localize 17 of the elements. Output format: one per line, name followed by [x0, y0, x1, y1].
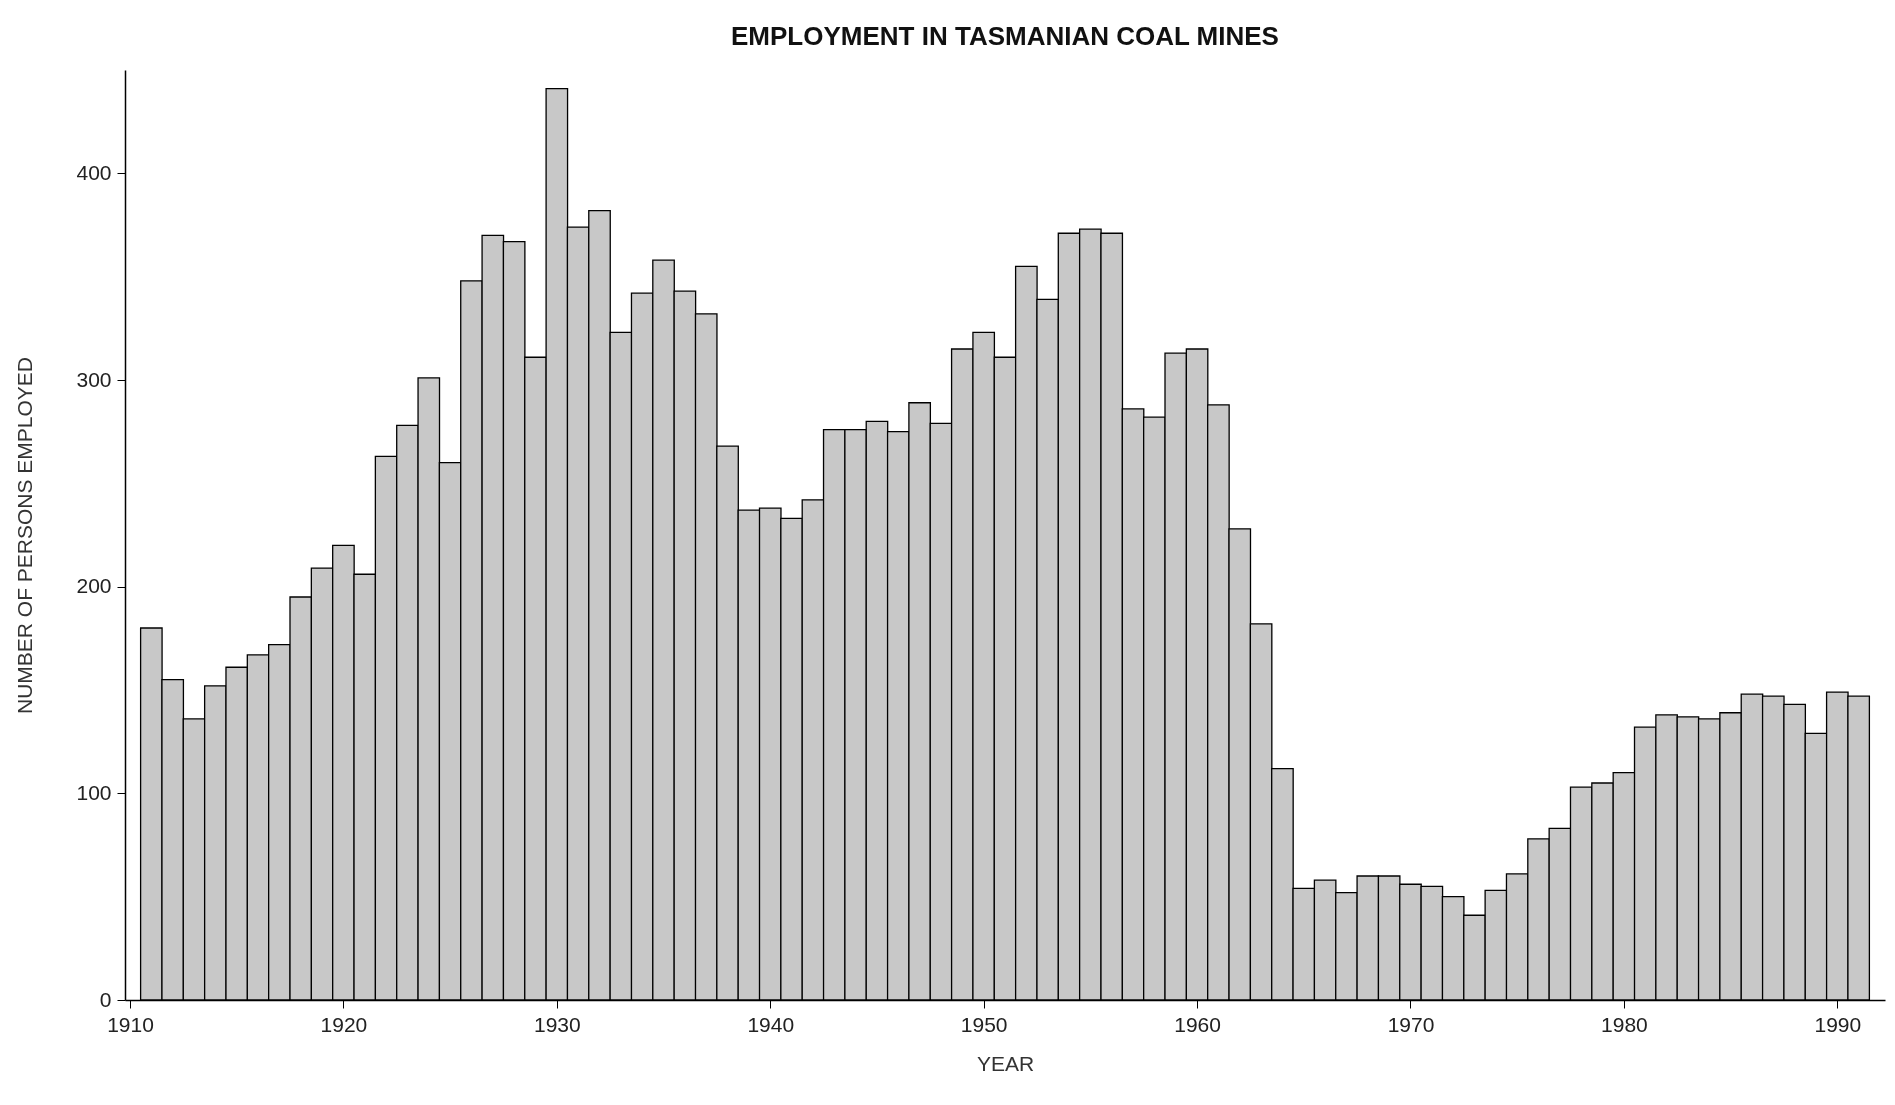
x-tick-label: 1970: [1387, 1012, 1435, 1036]
x-tick-label: 1910: [107, 1012, 154, 1036]
x-tick-label: 1980: [1601, 1012, 1648, 1036]
x-tick-label: 1990: [1814, 1012, 1862, 1036]
y-tick-label: 100: [76, 780, 112, 804]
chart-title: EMPLOYMENT IN TASMANIAN COAL MINES: [731, 21, 1279, 51]
x-tick-label: 1920: [320, 1012, 368, 1036]
x-tick-label: 1930: [533, 1012, 581, 1036]
y-tick-label: 0: [99, 987, 112, 1011]
x-axis-title: YEAR: [976, 1051, 1035, 1075]
y-axis-title: NUMBER OF PERSONS EMPLOYED: [13, 356, 37, 715]
x-tick-label: 1950: [960, 1012, 1008, 1036]
x-tick-label: 1940: [747, 1012, 795, 1036]
x-tick-label: 1960: [1174, 1012, 1221, 1036]
y-tick-label: 200: [76, 574, 112, 598]
y-tick-label: 300: [76, 367, 112, 391]
y-tick-label: 400: [76, 160, 112, 184]
